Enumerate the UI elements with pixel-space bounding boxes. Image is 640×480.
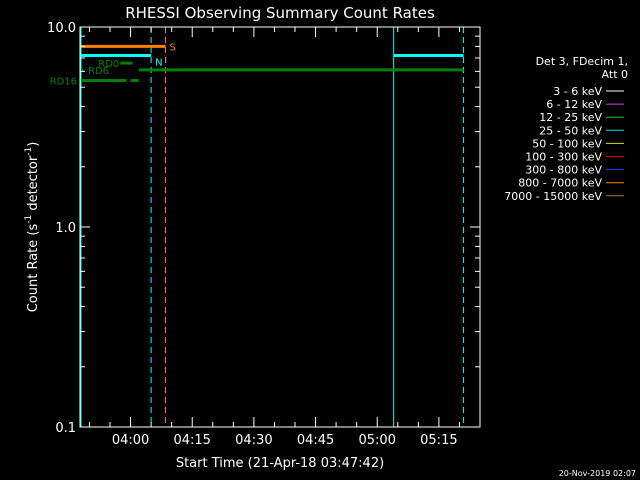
y-tick-label: 1.0 (55, 221, 76, 236)
legend-entry-label: 800 - 7000 keV (518, 177, 602, 190)
legend-header-line2: Att 0 (602, 68, 628, 81)
status-bar-label-s: S (170, 42, 176, 53)
legend-entry-label: 6 - 12 keV (546, 98, 602, 111)
y-axis: 10.0 1.0 0.1 (47, 21, 480, 436)
x-tick-label: 04:00 (112, 433, 149, 448)
x-tick-label: 05:00 (358, 433, 395, 448)
x-axis-label: Start Time (21-Apr-18 03:47:42) (176, 456, 384, 471)
y-axis-label-prefix: Count Rate (s (26, 224, 41, 313)
legend-entry-label: 300 - 800 keV (525, 164, 602, 177)
y-axis-label-sup2: -1 (24, 147, 34, 156)
legend-entry-label: 25 - 50 keV (539, 124, 602, 137)
x-tick-label: 04:15 (173, 433, 210, 448)
y-tick-label: 0.1 (55, 421, 76, 436)
status-bar-label-n: N (155, 58, 162, 69)
legend-entry-label: 7000 - 15000 keV (504, 190, 602, 203)
y-axis-label-middle: detector (26, 155, 41, 215)
y-axis-label: Count Rate (s-1 detector-1) (24, 142, 41, 313)
generation-timestamp: 20-Nov-2019 02:07 (559, 469, 636, 478)
y-axis-label-sup1: -1 (24, 215, 34, 224)
status-bar-label-rd0: RD0 (98, 59, 119, 70)
y-axis-label-suffix: ) (26, 142, 41, 147)
legend-entry-label: 100 - 300 keV (525, 151, 602, 164)
y-tick-label: 10.0 (47, 21, 76, 36)
status-bar-label-rd16: RD16 (50, 77, 77, 88)
legend-entry-label: 3 - 6 keV (553, 85, 602, 98)
vertical-lines (80, 27, 465, 427)
x-tick-label: 05:15 (420, 433, 457, 448)
x-axis: 04:00 04:15 04:30 04:45 05:00 05:15 (88, 27, 460, 448)
legend-entry-label: 12 - 25 keV (539, 111, 602, 124)
x-tick-label: 04:30 (235, 433, 272, 448)
chart-title: RHESSI Observing Summary Count Rates (125, 4, 435, 22)
x-tick-label: 04:45 (297, 433, 334, 448)
legend-entry-label: 50 - 100 keV (532, 137, 602, 150)
status-bar-label-rd6: RD6 (88, 66, 109, 77)
legend-header-line1: Det 3, FDecim 1, (536, 55, 628, 68)
